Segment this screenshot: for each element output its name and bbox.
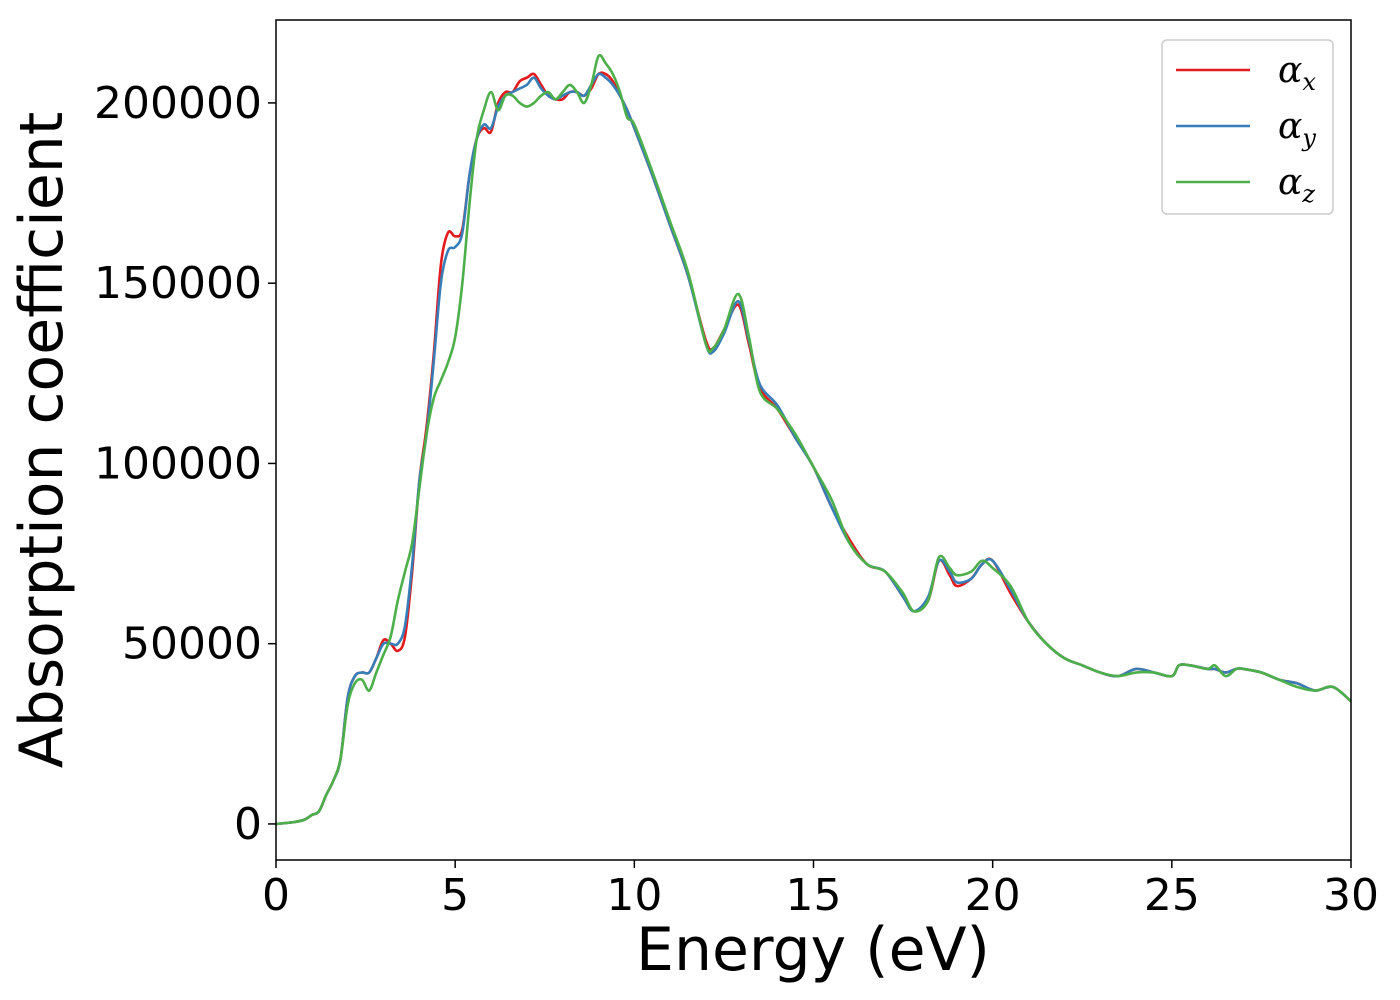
legend-symbol: α: [1278, 106, 1302, 147]
y-tick-label: 50000: [122, 619, 262, 670]
series-layer: [276, 53, 1351, 826]
x-axis-label: Energy (eV): [636, 915, 990, 985]
y-tick-label: 150000: [94, 258, 262, 309]
legend-label-z: αz: [1278, 162, 1315, 208]
legend-subscript: x: [1302, 68, 1316, 96]
x-tick-label: 5: [441, 870, 469, 921]
series-line-z: [276, 53, 1351, 826]
legend-subscript: z: [1301, 180, 1315, 208]
y-tick-label: 100000: [94, 438, 262, 489]
x-tick-label: 15: [786, 870, 842, 921]
x-tick-label: 30: [1323, 870, 1379, 921]
y-tick-label: 0: [234, 799, 262, 850]
legend-label-x: αx: [1278, 50, 1316, 96]
x-tick-label: 10: [606, 870, 662, 921]
legend-subscript: y: [1301, 124, 1316, 152]
x-axis-ticks: 0 5 10 15 20 25 30: [262, 860, 1379, 921]
legend-symbol: α: [1278, 162, 1302, 203]
y-tick-label: 200000: [94, 78, 262, 129]
y-axis-ticks: 0 50000 100000 150000 200000: [94, 78, 276, 850]
x-tick-label: 25: [1144, 870, 1200, 921]
y-axis-label: Absorption coefficient: [7, 112, 77, 769]
legend-label-y: αy: [1278, 106, 1316, 152]
x-tick-label: 20: [965, 870, 1021, 921]
legend-symbol: α: [1278, 50, 1302, 91]
x-tick-label: 0: [262, 870, 290, 921]
